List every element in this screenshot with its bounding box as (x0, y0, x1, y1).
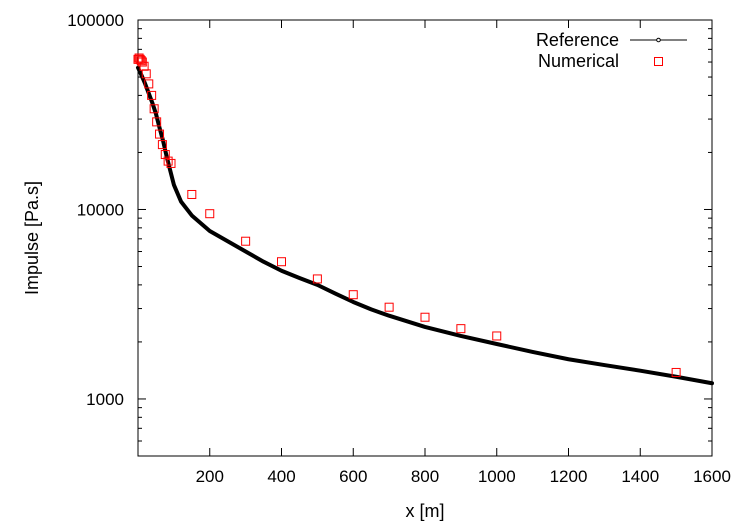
numerical-point (384, 302, 394, 312)
numerical-point (241, 236, 251, 246)
numerical-point (456, 324, 466, 334)
numerical-point (157, 140, 167, 150)
legend-swatch-numerical (654, 57, 663, 66)
numerical-point (155, 129, 165, 139)
x-tick-label: 400 (267, 467, 295, 486)
numerical-point (312, 274, 322, 284)
reference-series (136, 65, 714, 386)
reference-line (136, 65, 714, 386)
x-tick-label: 1600 (693, 467, 731, 486)
y-axis-label: Impulse [Pa.s] (22, 181, 42, 295)
numerical-point (149, 104, 159, 114)
numerical-point (147, 90, 157, 100)
numerical-point (671, 367, 681, 377)
numerical-point (160, 150, 170, 160)
x-tick-label: 800 (411, 467, 439, 486)
x-axis-label: x [m] (406, 501, 445, 521)
numerical-point (277, 257, 286, 267)
x-tick-label: 600 (339, 467, 367, 486)
numerical-point (136, 56, 146, 66)
numerical-point (163, 156, 173, 166)
legend: Reference Numerical (536, 30, 687, 71)
numerical-point (152, 117, 162, 127)
numerical-point (144, 79, 154, 89)
numerical-point (420, 312, 430, 322)
x-tick-label: 1400 (621, 467, 659, 486)
legend-label-reference: Reference (536, 30, 619, 50)
numerical-series (133, 53, 681, 377)
y-tick-label: 10000 (77, 200, 124, 219)
numerical-point (205, 209, 215, 219)
axis-ticks: 200 400 600 800 1000 1200 1400 1600 1000 10000 100… (67, 11, 731, 486)
legend-swatch-reference-marker (656, 37, 661, 43)
numerical-point (187, 189, 197, 199)
y-tick-label: 1000 (86, 390, 124, 409)
numerical-point (166, 158, 176, 168)
legend-label-numerical: Numerical (538, 51, 619, 71)
numerical-point (348, 290, 358, 300)
x-tick-label: 1000 (478, 467, 516, 486)
numerical-point (492, 331, 502, 341)
x-tick-label: 200 (196, 467, 224, 486)
y-tick-label: 100000 (67, 11, 124, 30)
numerical-point (141, 69, 151, 79)
x-tick-label: 1200 (550, 467, 588, 486)
